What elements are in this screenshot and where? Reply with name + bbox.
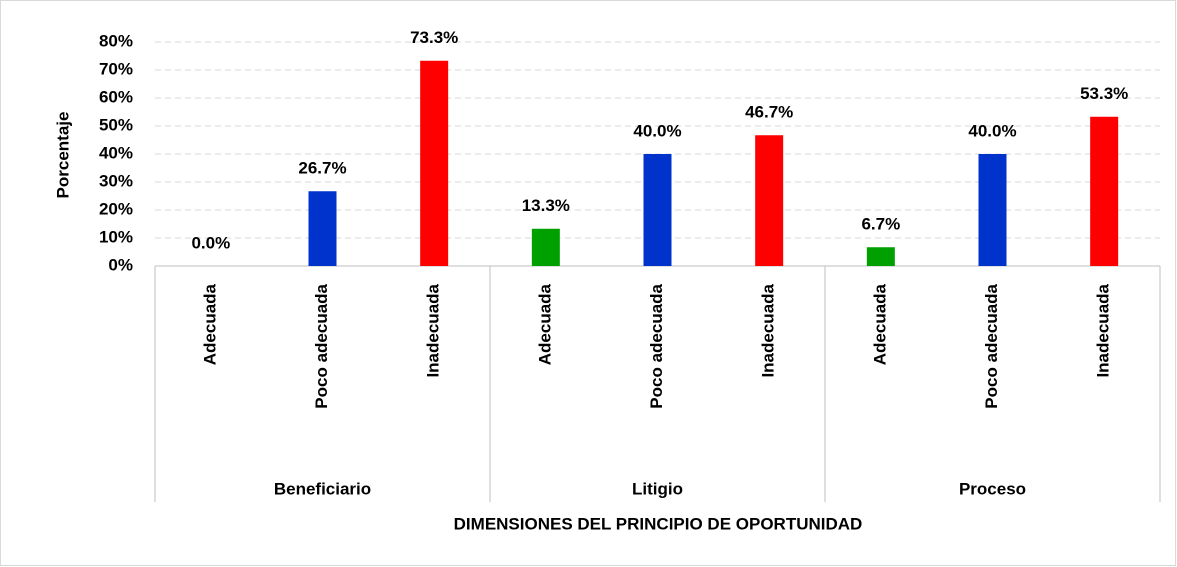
group-label: Proceso — [959, 479, 1026, 498]
x-tick-label: Inadecuada — [424, 283, 443, 377]
y-tick-label: 0% — [108, 255, 133, 274]
bar — [420, 60, 449, 267]
y-tick-label: 30% — [99, 171, 133, 190]
group-label: Litigio — [632, 479, 683, 498]
group-label: Beneficiario — [274, 479, 371, 498]
y-tick-label: 80% — [99, 31, 133, 50]
x-tick-label: Poco adecuada — [647, 283, 666, 408]
bar — [1090, 116, 1119, 266]
x-tick-label: Inadecuada — [1094, 283, 1113, 377]
x-tick-label: Adecuada — [870, 283, 889, 365]
value-label: 13.3% — [522, 196, 570, 215]
value-label: 73.3% — [410, 28, 458, 47]
x-axis-title: DIMENSIONES DEL PRINCIPIO DE OPORTUNIDAD — [454, 514, 863, 533]
y-tick-label: 60% — [99, 87, 133, 106]
y-tick-label: 50% — [99, 115, 133, 134]
bar — [643, 154, 672, 266]
y-tick-label: 70% — [99, 59, 133, 78]
value-label: 53.3% — [1080, 84, 1128, 103]
y-axis-title: Porcentaje — [53, 112, 72, 199]
bar — [866, 247, 895, 266]
y-tick-label: 40% — [99, 143, 133, 162]
value-label: 26.7% — [298, 159, 346, 178]
value-label: 40.0% — [633, 121, 681, 140]
value-label: 40.0% — [968, 121, 1016, 140]
value-label: 6.7% — [861, 215, 900, 234]
x-tick-label: Inadecuada — [759, 283, 778, 377]
value-label: 46.7% — [745, 103, 793, 122]
y-tick-label: 10% — [99, 227, 133, 246]
bar — [531, 228, 560, 266]
bar — [978, 154, 1007, 266]
value-label: 0.0% — [191, 233, 230, 252]
x-tick-label: Adecuada — [535, 283, 554, 365]
bar — [755, 135, 784, 266]
bar — [308, 191, 337, 266]
x-tick-label: Poco adecuada — [312, 283, 331, 408]
y-tick-label: 20% — [99, 199, 133, 218]
x-tick-label: Poco adecuada — [982, 283, 1001, 408]
x-tick-label: Adecuada — [200, 283, 219, 365]
